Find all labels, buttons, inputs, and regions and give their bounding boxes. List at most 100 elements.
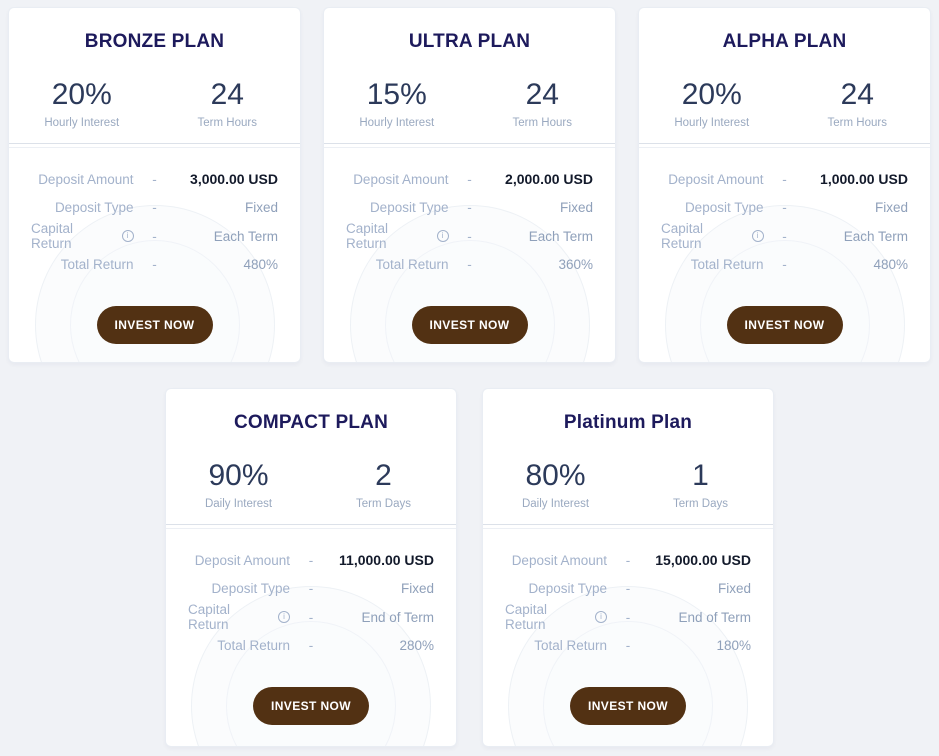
divider: [166, 524, 456, 529]
interest-stat: 20% Hourly Interest: [639, 78, 785, 130]
detail-row-total-return: Total Return - 180%: [505, 632, 751, 661]
detail-separator: -: [467, 171, 472, 187]
interest-rate-value: 20%: [681, 78, 742, 111]
info-icon[interactable]: i: [121, 230, 134, 243]
detail-label: Deposit Type: [54, 200, 134, 216]
plan-body: Deposit Amount - 15,000.00 USD Deposit T…: [483, 529, 773, 746]
detail-row-capital-return: Capital Return i - End of Term: [505, 602, 751, 632]
plan-title: Platinum Plan: [563, 412, 693, 433]
divider: [9, 143, 300, 148]
plan-title: ULTRA PLAN: [408, 31, 531, 52]
detail-separator: -: [467, 200, 472, 216]
detail-row-deposit-amount: Deposit Amount - 3,000.00 USD: [31, 165, 278, 194]
info-icon[interactable]: i: [751, 230, 764, 243]
interest-rate-label: Hourly Interest: [359, 117, 435, 129]
detail-row-deposit-amount: Deposit Amount - 2,000.00 USD: [346, 165, 593, 194]
term-stat: 1 Term Days: [628, 459, 773, 511]
detail-separator: -: [152, 228, 157, 244]
interest-rate-label: Hourly Interest: [674, 117, 750, 129]
detail-row-deposit-type: Deposit Type - Fixed: [31, 194, 278, 223]
invest-now-button[interactable]: INVEST NOW: [570, 687, 686, 725]
detail-label: Capital Return: [661, 221, 704, 252]
plan-body: Deposit Amount - 1,000.00 USD Deposit Ty…: [639, 148, 930, 362]
detail-row-capital-return: Capital Return i - Each Term: [346, 221, 593, 252]
info-icon[interactable]: i: [278, 611, 290, 624]
plan-header: Platinum Plan 80% Daily Interest 1 Term …: [483, 389, 773, 524]
plan-card-compact: COMPACT PLAN 90% Daily Interest 2 Term D…: [165, 388, 457, 747]
detail-value: Fixed: [874, 200, 908, 216]
divider: [483, 524, 773, 529]
detail-value: 360%: [558, 257, 593, 273]
detail-value: Fixed: [559, 200, 593, 216]
detail-separator: -: [782, 171, 787, 187]
detail-value: 480%: [243, 257, 278, 273]
detail-row-deposit-type: Deposit Type - Fixed: [505, 575, 751, 604]
detail-label: Total Return: [217, 638, 290, 654]
plan-card-platinum: Platinum Plan 80% Daily Interest 1 Term …: [482, 388, 774, 747]
detail-value: End of Term: [678, 609, 751, 625]
interest-rate-label: Hourly Interest: [44, 117, 120, 129]
interest-stat: 90% Daily Interest: [166, 460, 311, 511]
detail-label: Total Return: [60, 257, 134, 273]
detail-row-capital-return: Capital Return i - Each Term: [31, 221, 278, 251]
detail-value: Fixed: [244, 200, 278, 216]
term-label: Term Hours: [197, 117, 257, 129]
plan-body: Deposit Amount - 3,000.00 USD Deposit Ty…: [9, 148, 300, 362]
invest-now-button[interactable]: INVEST NOW: [253, 687, 369, 725]
plan-stats: 80% Daily Interest 1 Term Days: [483, 459, 773, 511]
term-value: 24: [210, 78, 244, 111]
detail-separator: -: [625, 609, 631, 625]
interest-stat: 20% Hourly Interest: [9, 79, 155, 130]
divider: [639, 143, 930, 148]
detail-label: Deposit Amount: [511, 552, 607, 568]
detail-label: Deposit Amount: [38, 171, 134, 187]
divider: [324, 143, 615, 148]
detail-row-deposit-amount: Deposit Amount - 11,000.00 USD: [188, 546, 434, 575]
detail-separator: -: [152, 257, 157, 273]
plan-stats: 15% Hourly Interest 24 Term Hours: [324, 79, 616, 130]
interest-stat: 80% Daily Interest: [483, 460, 628, 511]
invest-now-button[interactable]: INVEST NOW: [96, 306, 213, 344]
plan-title: ALPHA PLAN: [722, 31, 847, 52]
term-stat: 24 Term Hours: [470, 79, 616, 130]
plan-body: Deposit Amount - 11,000.00 USD Deposit T…: [166, 529, 456, 746]
info-icon[interactable]: i: [595, 611, 607, 624]
detail-separator: -: [782, 200, 787, 216]
detail-value: End of Term: [361, 609, 434, 625]
detail-label: Deposit Type: [369, 200, 449, 216]
detail-row-total-return: Total Return - 360%: [346, 251, 593, 280]
detail-row-total-return: Total Return - 480%: [31, 251, 278, 280]
plan-stats: 90% Daily Interest 2 Term Days: [166, 459, 456, 511]
detail-separator: -: [467, 257, 472, 273]
term-stat: 24 Term Hours: [785, 79, 931, 130]
detail-row-capital-return: Capital Return i - End of Term: [188, 602, 434, 632]
detail-label: Capital Return: [346, 221, 389, 252]
interest-rate-label: Daily Interest: [521, 498, 590, 510]
detail-label: Total Return: [690, 257, 764, 273]
plan-card-alpha: ALPHA PLAN 20% Hourly Interest 24 Term H…: [638, 7, 931, 363]
detail-separator: -: [308, 638, 314, 654]
detail-value: 480%: [873, 257, 908, 273]
detail-separator: -: [625, 581, 631, 597]
detail-value: 180%: [716, 638, 751, 654]
plan-stats: 20% Hourly Interest 24 Term Hours: [639, 78, 931, 130]
term-value: 2: [375, 459, 392, 492]
detail-row-deposit-type: Deposit Type - Fixed: [661, 194, 908, 223]
detail-value: Fixed: [717, 581, 751, 597]
invest-now-button[interactable]: INVEST NOW: [726, 306, 843, 344]
detail-row-deposit-amount: Deposit Amount - 15,000.00 USD: [505, 546, 751, 575]
invest-now-button[interactable]: INVEST NOW: [411, 306, 528, 344]
term-stat: 2 Term Days: [311, 459, 456, 511]
detail-value: 2,000.00 USD: [505, 171, 593, 188]
detail-row-total-return: Total Return - 280%: [188, 632, 434, 661]
detail-separator: -: [467, 228, 472, 244]
detail-value: Fixed: [400, 581, 434, 597]
detail-value: Each Term: [213, 228, 278, 244]
detail-label: Deposit Type: [211, 581, 290, 597]
detail-label: Deposit Type: [684, 200, 764, 216]
term-label: Term Hours: [512, 117, 572, 129]
info-icon[interactable]: i: [436, 230, 449, 243]
term-value: 1: [692, 459, 709, 492]
detail-value: Each Term: [528, 228, 593, 244]
interest-stat: 15% Hourly Interest: [324, 79, 470, 130]
